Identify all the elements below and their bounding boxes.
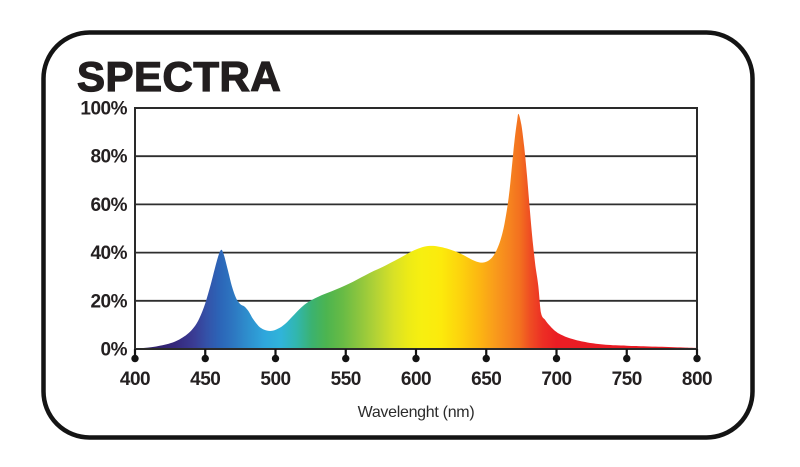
x-axis-label-400: 400 bbox=[120, 369, 150, 390]
x-axis-label-700: 700 bbox=[541, 369, 571, 390]
x-axis-label-550: 550 bbox=[331, 369, 361, 390]
tick-dot-500 bbox=[271, 354, 280, 363]
y-axis-label-100: 100% bbox=[80, 99, 127, 120]
x-axis-label-450: 450 bbox=[190, 369, 220, 390]
tick-dot-700 bbox=[552, 354, 561, 363]
x-axis-ticks bbox=[131, 349, 701, 363]
chart-title: SPECTRA bbox=[77, 53, 281, 100]
tick-dot-600 bbox=[412, 354, 420, 363]
x-axis-title: Wavelenght (nm) bbox=[358, 404, 475, 421]
tick-dot-650 bbox=[482, 354, 490, 363]
y-axis-label-40: 40% bbox=[90, 243, 127, 264]
x-axis-label-750: 750 bbox=[612, 369, 642, 390]
tick-dot-550 bbox=[342, 354, 350, 363]
tick-dot-450 bbox=[201, 354, 209, 363]
tick-dot-800 bbox=[693, 354, 701, 363]
y-axis-label-60: 60% bbox=[90, 195, 127, 216]
y-axis-label-0: 0% bbox=[101, 340, 128, 361]
x-axis-label-600: 600 bbox=[401, 369, 431, 390]
y-axis-label-20: 20% bbox=[90, 291, 127, 312]
x-axis-label-650: 650 bbox=[471, 369, 501, 390]
tick-dot-400 bbox=[131, 354, 139, 363]
spectrum-curve bbox=[135, 113, 697, 349]
x-axis-label-500: 500 bbox=[260, 369, 290, 390]
tick-dot-750 bbox=[623, 354, 631, 363]
x-axis-label-800: 800 bbox=[682, 369, 712, 390]
y-axis-label-80: 80% bbox=[90, 147, 127, 168]
